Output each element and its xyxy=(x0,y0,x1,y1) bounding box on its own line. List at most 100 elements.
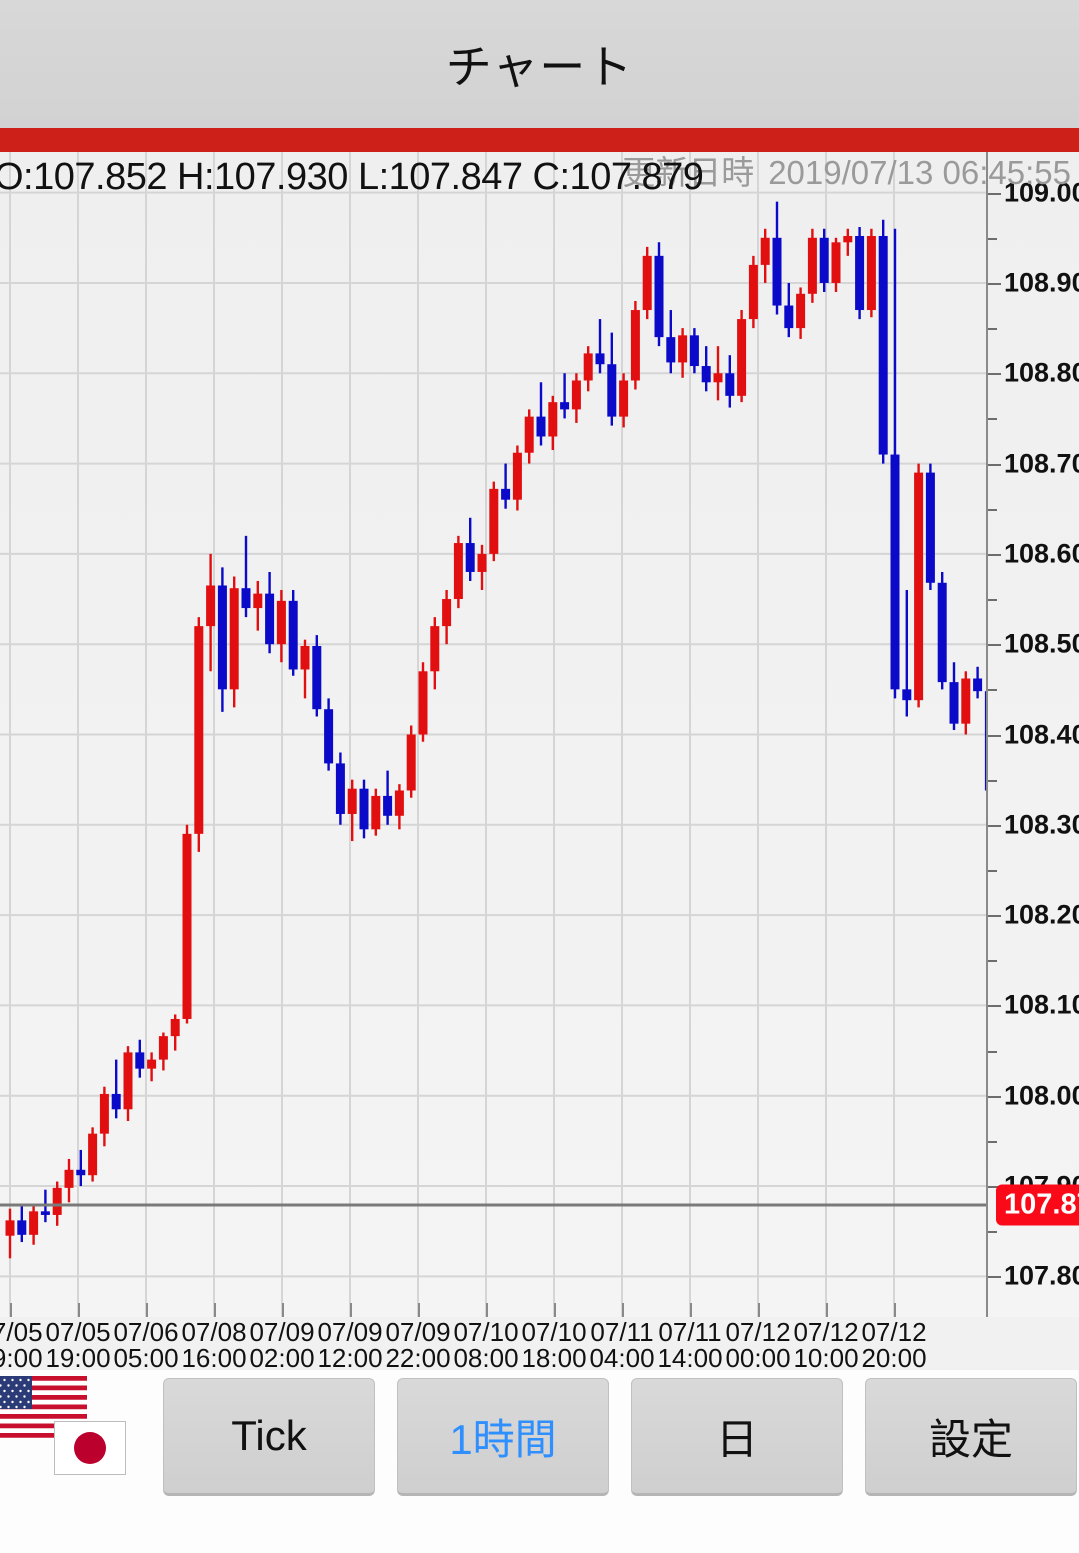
timeframe-tick-button[interactable]: Tick xyxy=(163,1378,375,1496)
price-tick-minor xyxy=(988,1231,997,1234)
timeframe-day-label: 日 xyxy=(715,1415,758,1463)
last-updated-value: 2019/07/13 06:45:55 xyxy=(768,154,1071,191)
price-tick-minor xyxy=(988,328,997,331)
time-tick-date: 07/08 xyxy=(181,1317,247,1347)
current-price-tag: 107.879 xyxy=(996,1184,1079,1226)
time-tick-date: 07/12 xyxy=(725,1317,791,1347)
price-tick-major xyxy=(988,463,1001,466)
time-tick-time: 04:00 xyxy=(589,1343,655,1370)
time-tick-label: 07/11 14:00 xyxy=(657,1319,722,1370)
time-tick-label: 07/06 05:00 xyxy=(113,1319,178,1370)
time-tick xyxy=(554,1303,556,1317)
time-tick-date: 07/11 xyxy=(590,1317,654,1347)
price-tick-label: 107.800 xyxy=(1004,1260,1079,1291)
price-tick-minor xyxy=(988,1050,997,1053)
price-tick-minor xyxy=(988,237,997,240)
time-tick-label: 07/12 10:00 xyxy=(793,1319,858,1370)
price-tick-major xyxy=(988,1276,1001,1279)
time-tick-date: 07/12 xyxy=(861,1317,927,1347)
price-tick-major xyxy=(988,1186,1001,1189)
price-tick-minor xyxy=(988,1140,997,1143)
time-tick-time: 18:00 xyxy=(521,1343,587,1370)
time-tick-time: 22:00 xyxy=(385,1343,451,1370)
price-tick-label: 108.200 xyxy=(1004,899,1079,930)
price-tick-label: 108.600 xyxy=(1004,538,1079,569)
price-tick-label: 108.400 xyxy=(1004,719,1079,749)
price-tick-major xyxy=(988,282,1001,285)
bottom-toolbar: Tick 1時間 日 設定 xyxy=(0,1370,1079,1553)
time-tick-label: 07/12 20:00 xyxy=(861,1319,926,1370)
price-tick-label: 108.300 xyxy=(1004,809,1079,840)
time-tick-date: 07/05 xyxy=(45,1317,111,1347)
last-updated: 更新日時 2019/07/13 06:45:55 xyxy=(622,146,1071,194)
time-tick-date: 07/05 xyxy=(0,1317,43,1347)
time-tick-time: 09:00 xyxy=(0,1343,43,1370)
chart-canvas xyxy=(0,152,986,1317)
time-tick-label: 07/08 16:00 xyxy=(181,1319,246,1370)
time-tick-time: 10:00 xyxy=(793,1343,859,1370)
price-tick-major xyxy=(988,192,1001,195)
price-tick-label: 108.000 xyxy=(1004,1080,1079,1111)
time-tick-date: 07/09 xyxy=(249,1317,315,1347)
price-tick-major xyxy=(988,553,1001,556)
time-tick xyxy=(146,1303,148,1317)
time-tick-time: 20:00 xyxy=(861,1343,927,1370)
time-tick-date: 07/09 xyxy=(385,1317,451,1347)
time-tick-time: 19:00 xyxy=(45,1343,111,1370)
ohlc-readout: O:107.852 H:107.930 L:107.847 C:107.879 xyxy=(0,156,704,198)
price-tick-major xyxy=(988,1005,1001,1008)
timeframe-tick-label: Tick xyxy=(231,1412,307,1459)
time-tick-label: 07/12 00:00 xyxy=(725,1319,790,1370)
time-tick-time: 00:00 xyxy=(725,1343,791,1370)
price-tick-major xyxy=(988,644,1001,647)
page-title: チャート xyxy=(445,41,634,93)
chart-container[interactable]: O:107.852 H:107.930 L:107.847 C:107.879 … xyxy=(0,152,1079,1370)
time-tick xyxy=(622,1303,624,1317)
time-tick-time: 02:00 xyxy=(249,1343,315,1370)
time-tick-time: 08:00 xyxy=(453,1343,519,1370)
price-tick-minor xyxy=(988,779,997,782)
time-tick-label: 07/10 18:00 xyxy=(521,1319,586,1370)
candlestick-plot[interactable]: O:107.852 H:107.930 L:107.847 C:107.879 xyxy=(0,152,986,1317)
time-tick-time: 05:00 xyxy=(113,1343,179,1370)
price-axis: 109.000 108.900 108.800 108.700 108.600 108.5… xyxy=(986,152,1079,1317)
price-tick-major xyxy=(988,734,1001,737)
accent-bar xyxy=(0,128,1079,152)
jp-flag-disc xyxy=(74,1432,106,1464)
price-tick-minor xyxy=(988,689,997,692)
currency-pair-flags[interactable] xyxy=(0,1376,152,1504)
price-tick-label: 108.900 xyxy=(1004,267,1079,298)
timeframe-1hour-label: 1時間 xyxy=(449,1415,557,1463)
last-updated-label: 更新日時 xyxy=(622,154,755,191)
time-tick-label: 07/11 04:00 xyxy=(589,1319,654,1370)
time-tick-time: 14:00 xyxy=(657,1343,723,1370)
settings-button[interactable]: 設定 xyxy=(865,1378,1077,1496)
time-tick xyxy=(690,1303,692,1317)
time-tick-date: 07/10 xyxy=(521,1317,587,1347)
time-tick xyxy=(826,1303,828,1317)
price-tick-major xyxy=(988,824,1001,827)
time-tick-date: 07/06 xyxy=(113,1317,179,1347)
settings-label: 設定 xyxy=(928,1415,1013,1463)
time-tick-label: 07/09 02:00 xyxy=(249,1319,314,1370)
time-tick xyxy=(486,1303,488,1317)
time-tick xyxy=(10,1303,12,1317)
price-tick-minor xyxy=(988,599,997,602)
time-tick-label: 07/05 19:00 xyxy=(45,1319,110,1370)
time-tick-label: 07/09 22:00 xyxy=(385,1319,450,1370)
price-tick-major xyxy=(988,373,1001,376)
time-tick xyxy=(350,1303,352,1317)
time-tick-date: 07/12 xyxy=(793,1317,859,1347)
time-tick-date: 07/11 xyxy=(658,1317,722,1347)
price-tick-label: 108.500 xyxy=(1004,628,1079,659)
timeframe-day-button[interactable]: 日 xyxy=(631,1378,843,1496)
price-tick-label: 108.800 xyxy=(1004,357,1079,388)
time-tick-date: 07/09 xyxy=(317,1317,383,1347)
us-flag-icon xyxy=(0,1376,87,1438)
price-tick-label: 109.000 xyxy=(1004,177,1079,208)
time-tick-time: 16:00 xyxy=(181,1343,247,1370)
title-bar: チャート xyxy=(0,0,1079,129)
price-tick-major xyxy=(988,915,1001,918)
time-tick-label: 07/0509:00 xyxy=(0,1319,43,1370)
timeframe-1hour-button[interactable]: 1時間 xyxy=(397,1378,609,1496)
